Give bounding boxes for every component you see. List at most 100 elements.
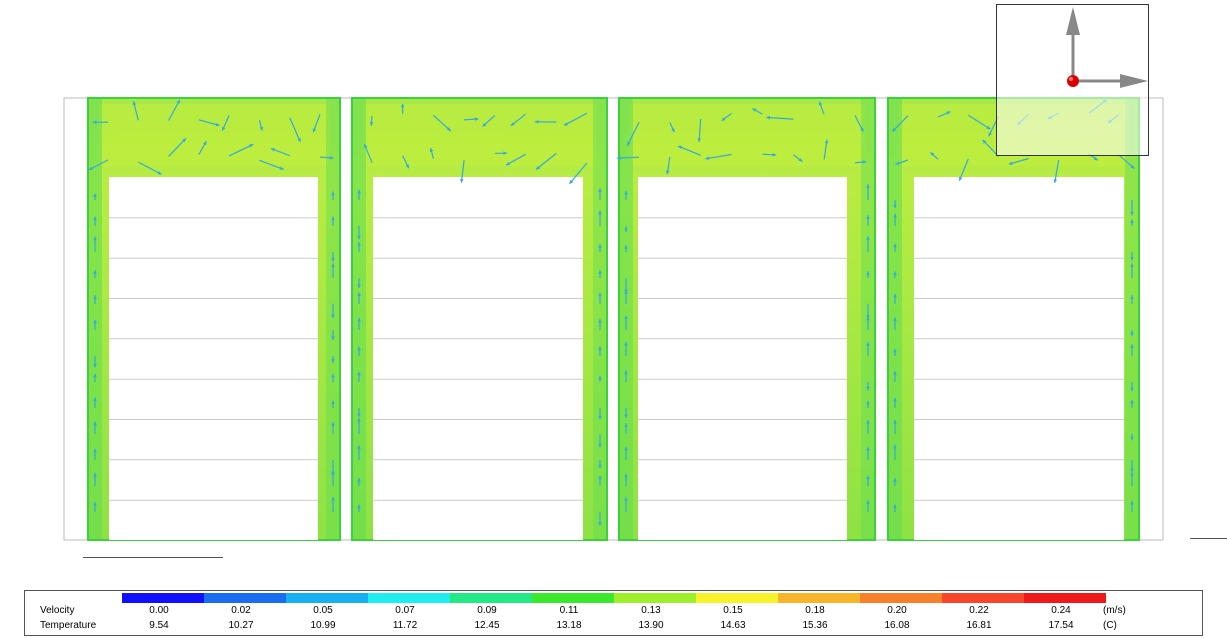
vector-head <box>93 216 97 221</box>
vector-head <box>866 500 870 504</box>
temperature-tick-label: 12.45 <box>474 620 500 631</box>
vector-head <box>866 420 870 424</box>
vector-head <box>357 317 361 322</box>
velocity-vector <box>893 213 897 226</box>
velocity-vector <box>93 502 97 512</box>
color-swatch <box>286 593 368 603</box>
vector-head <box>1130 399 1134 404</box>
vector-shaft <box>198 119 220 127</box>
vector-head <box>569 179 574 184</box>
vector-head <box>893 504 897 508</box>
vector-head <box>893 317 897 321</box>
velocity-vector <box>624 473 628 486</box>
vector-head <box>1130 332 1134 337</box>
velocity-vector <box>893 271 897 278</box>
vector-shaft <box>958 158 969 181</box>
vector-head <box>866 236 870 240</box>
velocity-vector <box>402 155 410 169</box>
velocity-vector <box>228 143 254 157</box>
color-scale-bar <box>122 593 1106 603</box>
velocity-vector <box>866 342 870 356</box>
vector-head <box>93 193 97 197</box>
vector-head <box>893 243 897 248</box>
vector-head <box>982 139 987 144</box>
vector-head <box>624 414 628 419</box>
velocity-tick-label: 0.09 <box>477 605 497 616</box>
velocity-vector <box>1118 154 1135 170</box>
vector-head <box>93 295 97 299</box>
vector-head <box>798 158 803 162</box>
velocity-vector <box>624 290 628 304</box>
cool-zone <box>88 98 102 540</box>
vector-head <box>598 270 602 274</box>
vector-head <box>866 386 870 391</box>
velocity-vector <box>482 114 496 128</box>
vector-head <box>1130 257 1134 261</box>
velocity-vector <box>893 293 897 304</box>
temperature-tick-label: 14.63 <box>720 620 746 631</box>
temperature-tick-label: 17.54 <box>1048 620 1074 631</box>
vector-head <box>249 144 254 148</box>
vector-shaft <box>967 114 991 130</box>
vector-head <box>357 445 361 449</box>
velocity-vector <box>93 193 97 200</box>
cfd-viewport[interactable] <box>0 0 1227 580</box>
velocity-vector <box>357 445 361 460</box>
velocity-vector <box>331 400 335 408</box>
vector-head <box>503 151 507 155</box>
vector-head <box>93 421 97 426</box>
velocity-vector <box>563 112 588 127</box>
vector-shaft <box>505 153 526 166</box>
vector-shaft <box>563 112 588 127</box>
vector-head <box>331 373 335 378</box>
velocity-tick-label: 0.18 <box>805 605 825 616</box>
vector-head <box>1130 344 1134 348</box>
vector-head <box>357 478 361 482</box>
warm-zone <box>98 104 330 166</box>
velocity-vector <box>363 143 373 163</box>
vector-head <box>506 161 510 166</box>
z-axis-highlight-icon <box>1069 77 1073 81</box>
vector-head <box>598 318 602 323</box>
vector-head <box>534 120 539 124</box>
velocity-vector <box>1130 500 1134 512</box>
velocity-vector <box>866 420 870 434</box>
velocity-vector <box>1130 471 1134 486</box>
vector-head <box>866 316 870 321</box>
velocity-vector <box>464 117 479 121</box>
velocity-tick-label: 0.07 <box>395 605 415 616</box>
vector-head <box>866 475 870 480</box>
vector-head <box>598 375 602 380</box>
vector-head <box>92 120 97 124</box>
vector-head <box>331 314 335 319</box>
color-swatch <box>778 593 860 603</box>
vector-head <box>215 122 220 127</box>
velocity-vector <box>93 421 97 434</box>
aisle-panel <box>887 97 1140 541</box>
aisle-panel <box>87 97 341 541</box>
velocity-vector <box>312 113 321 133</box>
temperature-unit: (C) <box>1103 620 1117 631</box>
axis-triad[interactable] <box>996 4 1149 156</box>
vector-head <box>598 244 602 248</box>
vector-head <box>1130 387 1134 392</box>
velocity-vector <box>866 271 870 278</box>
velocity-vector <box>494 151 507 155</box>
velocity-vector <box>1130 399 1134 408</box>
velocity-vectors <box>88 99 1135 526</box>
vector-head <box>203 141 207 146</box>
velocity-vector <box>705 153 732 160</box>
velocity-vector <box>1130 252 1134 261</box>
vector-head <box>624 315 628 319</box>
velocity-tick-label: 0.00 <box>149 605 169 616</box>
vector-head <box>1130 219 1134 223</box>
vector-head <box>766 115 770 120</box>
velocity-vector <box>624 342 628 356</box>
vector-head <box>624 370 628 374</box>
velocity-vector <box>598 210 602 226</box>
vector-head <box>1093 156 1098 161</box>
velocity-vector <box>762 153 777 157</box>
velocity-vector <box>893 371 897 382</box>
color-swatch <box>696 593 778 603</box>
velocity-vector <box>893 420 897 434</box>
